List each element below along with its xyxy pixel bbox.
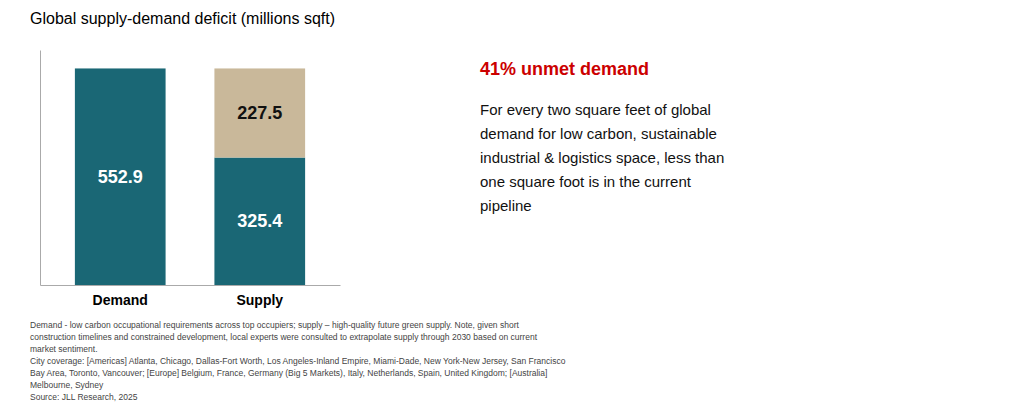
body-text-line: demand for low carbon, sustainable	[480, 125, 717, 142]
body-text-line: For every two square feet of global	[480, 101, 711, 118]
x-axis-line	[41, 285, 341, 286]
footnote-line: construction timelines and constrained d…	[30, 332, 538, 342]
annotations: 41% unmet demand For every two square fee…	[30, 59, 724, 402]
data-labels: 552.9 325.4 227.5	[98, 103, 283, 231]
bar	[214, 68, 305, 157]
footnote-line: City coverage: [Americas] Atlanta, Chica…	[30, 356, 566, 366]
chart: Global supply-demand deficit (millions s…	[0, 0, 1023, 420]
footnote-line: Demand - low carbon occupational require…	[30, 320, 519, 330]
data-label: 552.9	[98, 167, 143, 187]
title: Global supply-demand deficit (millions s…	[30, 10, 335, 27]
highlight: 41% unmet demand	[480, 59, 649, 79]
body-text: For every two square feet of global deman…	[480, 101, 724, 214]
data-label: 227.5	[237, 103, 282, 123]
footnote-line: Source: JLL Research, 2025	[30, 392, 138, 402]
y-axis-line	[40, 51, 41, 286]
bar	[75, 68, 166, 285]
x-axis: Demand Supply	[41, 286, 341, 308]
body-text-line: one square foot is in the current	[480, 173, 692, 190]
footnote-line: market sentiment.	[30, 344, 98, 354]
bar	[214, 158, 305, 285]
x-tick: Supply	[236, 292, 283, 308]
x-tick: Demand	[93, 292, 148, 308]
y-axis	[40, 51, 41, 286]
body-text-line: industrial & logistics space, less than	[480, 149, 724, 166]
highlight-line: 41% unmet demand	[480, 59, 649, 79]
footnote-line: Melbourne, Sydney	[30, 380, 104, 390]
body-text-line: pipeline	[480, 197, 532, 214]
bars	[75, 68, 305, 285]
x-tick-label: Demand	[93, 292, 148, 308]
data-label: 325.4	[237, 211, 282, 231]
footnote-line: Bay Area, Toronto, Vancouver; [Europe] B…	[30, 368, 547, 378]
footnote: Demand - low carbon occupational require…	[30, 320, 566, 402]
x-tick-label: Supply	[236, 292, 283, 308]
